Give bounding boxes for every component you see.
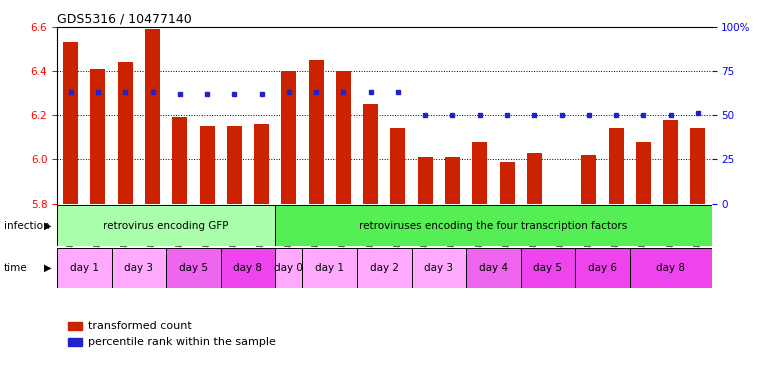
Text: infection: infection	[4, 220, 49, 231]
Text: day 6: day 6	[588, 263, 617, 273]
Bar	[199, 126, 215, 204]
Bar	[336, 71, 351, 204]
Text: day 8: day 8	[234, 263, 263, 273]
Bar	[221, 248, 275, 288]
Bar	[118, 62, 132, 204]
Bar	[581, 155, 597, 204]
Text: time: time	[4, 263, 27, 273]
Text: day 3: day 3	[425, 263, 454, 273]
Bar	[275, 205, 712, 246]
Text: retrovirus encoding GFP: retrovirus encoding GFP	[103, 220, 229, 231]
Text: day 0: day 0	[275, 263, 304, 273]
Text: day 8: day 8	[656, 263, 685, 273]
Bar	[466, 248, 521, 288]
Text: day 1: day 1	[70, 263, 99, 273]
Bar	[636, 142, 651, 204]
Bar	[357, 248, 412, 288]
Bar	[418, 157, 433, 204]
Bar	[145, 29, 160, 204]
Bar	[166, 248, 221, 288]
Bar	[309, 60, 323, 204]
Text: transformed count: transformed count	[88, 321, 192, 331]
Bar	[663, 120, 678, 204]
Text: ▶: ▶	[44, 220, 52, 231]
Bar	[412, 248, 466, 288]
Text: day 3: day 3	[124, 263, 154, 273]
Bar	[521, 248, 575, 288]
Bar	[63, 42, 78, 204]
Bar	[630, 248, 712, 288]
Text: percentile rank within the sample: percentile rank within the sample	[88, 336, 276, 347]
Bar	[499, 162, 514, 204]
Bar	[254, 124, 269, 204]
Bar	[172, 118, 187, 204]
Bar	[390, 128, 406, 204]
Text: day 4: day 4	[479, 263, 508, 273]
Text: day 1: day 1	[315, 263, 344, 273]
Bar	[445, 157, 460, 204]
Text: day 5: day 5	[533, 263, 562, 273]
Bar	[554, 204, 569, 257]
Text: day 2: day 2	[370, 263, 399, 273]
Text: ▶: ▶	[44, 263, 52, 273]
Text: day 5: day 5	[179, 263, 208, 273]
Text: GDS5316 / 10477140: GDS5316 / 10477140	[57, 13, 192, 26]
Bar	[112, 248, 166, 288]
Bar	[690, 128, 705, 204]
Bar	[609, 128, 623, 204]
Bar	[227, 126, 242, 204]
Bar	[275, 248, 303, 288]
Bar	[575, 248, 630, 288]
Bar	[473, 142, 487, 204]
Bar	[363, 104, 378, 204]
Text: retroviruses encoding the four transcription factors: retroviruses encoding the four transcrip…	[359, 220, 628, 231]
Bar	[527, 153, 542, 204]
Bar	[57, 248, 112, 288]
Bar	[282, 71, 296, 204]
Bar	[303, 248, 357, 288]
Bar	[91, 69, 106, 204]
Bar	[57, 205, 275, 246]
